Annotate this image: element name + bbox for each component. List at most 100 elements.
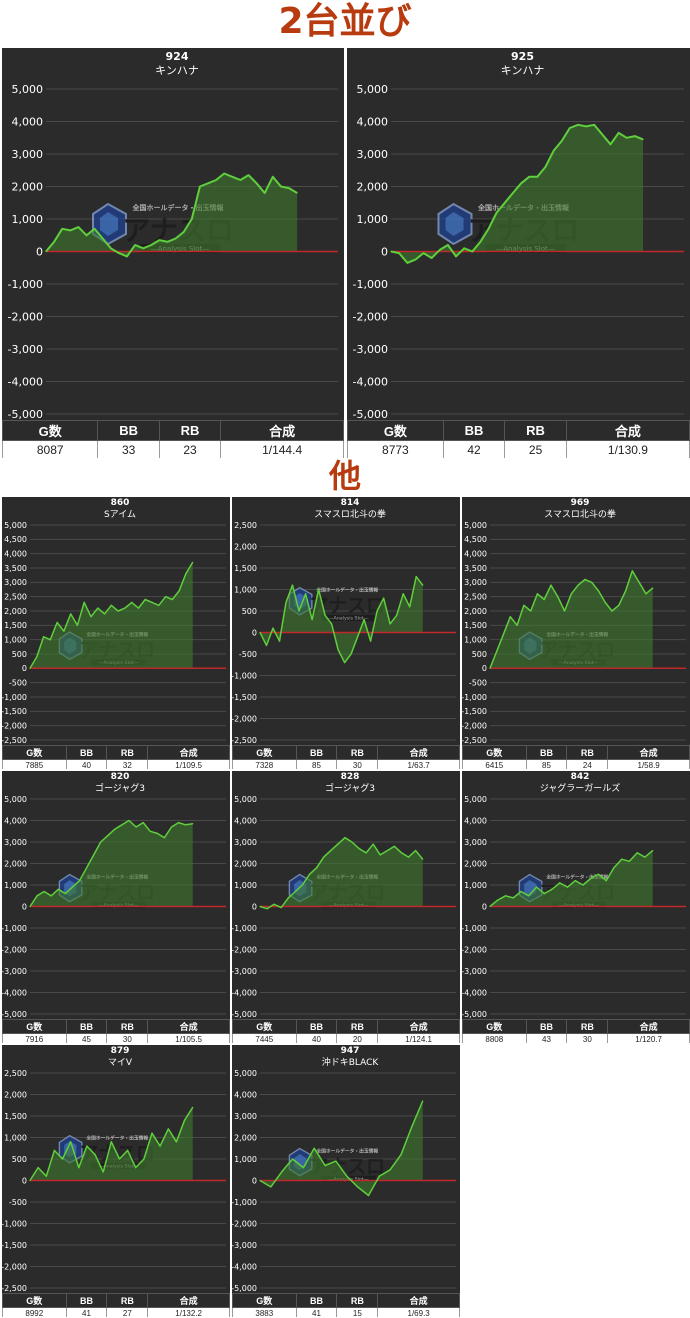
data-point bbox=[351, 841, 353, 843]
y-tick-label: -5,000 bbox=[2, 1010, 27, 1019]
stats-table: G数 BB RB 合成 7328 85 30 1/63.7 bbox=[232, 745, 460, 769]
data-point bbox=[528, 895, 530, 897]
data-point bbox=[324, 614, 326, 616]
data-point bbox=[266, 908, 268, 910]
data-point bbox=[550, 584, 552, 586]
stats-combined: 1/63.7 bbox=[377, 759, 460, 769]
stats-header: RB bbox=[106, 745, 149, 760]
stats-games: 8773 bbox=[347, 440, 444, 458]
y-tick-label: 3,000 bbox=[234, 838, 257, 847]
machine-title: スマスロ北斗の拳 bbox=[544, 508, 616, 520]
data-point bbox=[100, 841, 102, 843]
data-point bbox=[151, 1132, 153, 1134]
stats-header: 合成 bbox=[220, 420, 344, 441]
stats-header: BB bbox=[525, 745, 568, 760]
y-tick-label: -1,500 bbox=[2, 707, 27, 716]
data-point bbox=[280, 907, 282, 909]
data-point bbox=[291, 1158, 294, 1160]
series-area bbox=[30, 820, 193, 907]
data-point bbox=[644, 856, 646, 858]
y-tick-label: -3,000 bbox=[2, 967, 27, 976]
y-tick-label: 1,000 bbox=[357, 213, 389, 226]
series-line bbox=[259, 575, 424, 664]
data-point bbox=[363, 619, 365, 621]
y-tick-label: 500 bbox=[12, 650, 27, 659]
data-point bbox=[631, 570, 633, 572]
y-tick-label: 2,000 bbox=[234, 542, 257, 551]
y-tick-label: -1,000 bbox=[2, 693, 27, 702]
data-point bbox=[45, 1175, 47, 1177]
y-tick-label: -2,000 bbox=[2, 945, 27, 954]
data-point bbox=[29, 905, 31, 908]
data-point bbox=[288, 187, 290, 189]
data-point bbox=[324, 1164, 326, 1167]
data-point bbox=[247, 174, 250, 176]
stats-rb: 30 bbox=[106, 1033, 149, 1043]
data-point bbox=[559, 882, 561, 884]
stats-header: BB bbox=[295, 745, 338, 760]
stats-combined: 1/130.9 bbox=[565, 440, 690, 458]
data-point bbox=[455, 255, 457, 257]
data-point bbox=[124, 607, 126, 609]
data-point bbox=[149, 830, 151, 832]
data-point bbox=[503, 633, 505, 635]
y-tick-label: -500 bbox=[9, 1198, 27, 1207]
data-point bbox=[86, 1145, 88, 1147]
data-point bbox=[516, 624, 518, 626]
data-point bbox=[415, 850, 417, 852]
stats-header: BB bbox=[442, 420, 506, 441]
data-point bbox=[36, 895, 38, 897]
data-point bbox=[305, 593, 307, 595]
data-point bbox=[259, 1179, 261, 1182]
data-point bbox=[543, 893, 545, 895]
y-tick-label: 5,000 bbox=[234, 1069, 257, 1078]
series-area bbox=[260, 1101, 423, 1196]
y-tick-label: 3,500 bbox=[4, 564, 27, 573]
data-point bbox=[512, 192, 514, 194]
stats-header: G数 bbox=[2, 1293, 67, 1308]
y-tick-label: 1,500 bbox=[234, 564, 257, 573]
data-point bbox=[389, 623, 391, 625]
data-point bbox=[199, 185, 201, 188]
data-point bbox=[618, 132, 620, 134]
y-tick-label: 2,500 bbox=[4, 592, 27, 601]
y-tick-label: 1,000 bbox=[4, 881, 27, 890]
data-point bbox=[71, 886, 73, 888]
data-point bbox=[346, 1175, 348, 1177]
slot-chart-panel: 969 スマスロ北斗の拳 5,000 4,500 4,000 3,500 3,000 2,50… bbox=[462, 497, 690, 769]
stats-header: BB bbox=[525, 1019, 568, 1034]
data-point bbox=[308, 873, 311, 875]
stats-header: G数 bbox=[462, 1019, 527, 1034]
data-point bbox=[207, 182, 209, 184]
y-tick-label: -5,000 bbox=[353, 408, 388, 420]
stats-rb: 15 bbox=[336, 1307, 379, 1317]
y-tick-label: -500 bbox=[239, 650, 257, 659]
data-point bbox=[144, 598, 146, 601]
y-tick-label: 4,000 bbox=[12, 115, 44, 128]
data-point bbox=[593, 124, 595, 126]
data-point bbox=[77, 226, 79, 228]
stats-table: G数 BB RB 合成 7885 40 32 1/109.5 bbox=[2, 745, 230, 769]
data-point bbox=[94, 1154, 96, 1156]
data-point bbox=[128, 819, 130, 822]
data-point bbox=[370, 640, 372, 642]
stats-games: 8087 bbox=[2, 440, 99, 458]
stats-combined: 1/105.5 bbox=[147, 1033, 230, 1043]
y-tick-label: 5,000 bbox=[4, 795, 27, 804]
stats-bb: 85 bbox=[295, 759, 338, 769]
data-point bbox=[114, 828, 116, 830]
data-point bbox=[577, 124, 579, 126]
data-point bbox=[183, 231, 185, 233]
data-point bbox=[569, 127, 571, 129]
data-point bbox=[566, 886, 569, 888]
stats-games: 7885 bbox=[2, 759, 67, 769]
stats-header: G数 bbox=[232, 1019, 297, 1034]
stats-combined: 1/69.3 bbox=[377, 1307, 460, 1317]
data-point bbox=[406, 262, 408, 264]
data-point bbox=[107, 835, 109, 837]
y-tick-label: 1,000 bbox=[234, 1155, 257, 1164]
y-tick-label: 0 bbox=[252, 628, 257, 637]
